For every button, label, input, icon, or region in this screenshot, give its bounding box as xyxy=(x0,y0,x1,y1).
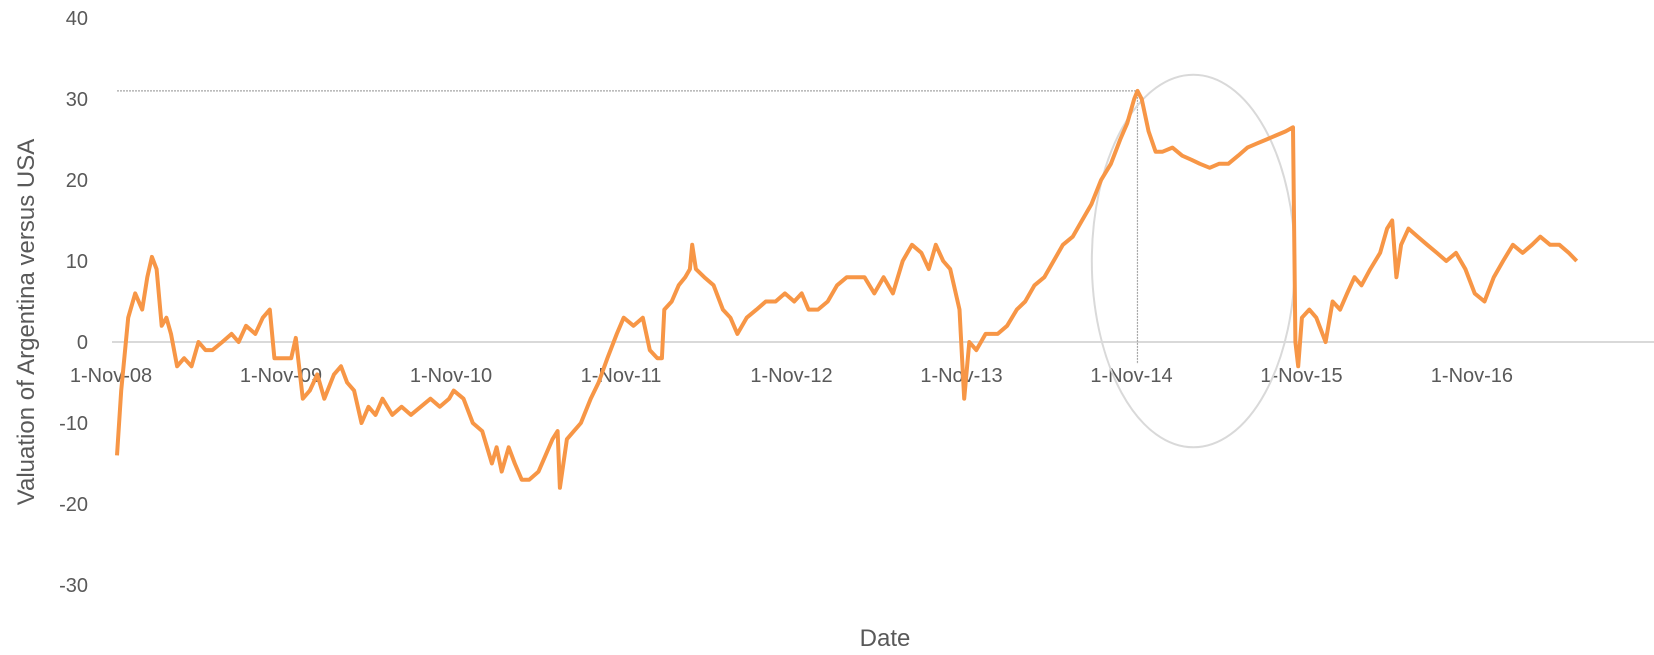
x-axis-title: Date xyxy=(860,625,911,652)
series-line xyxy=(115,88,1579,490)
x-tick-label: 1-Nov-11 xyxy=(581,365,662,387)
y-tick-label: 30 xyxy=(66,89,88,111)
y-tick-label: 0 xyxy=(77,332,88,354)
y-axis-title: Valuation of Argentina versus USA xyxy=(13,139,40,505)
x-tick-label: 1-Nov-10 xyxy=(410,365,492,387)
y-tick-labels: -30 -20 -10 0 10 20 30 40 xyxy=(59,8,88,597)
y-tick-label: 10 xyxy=(66,251,88,273)
y-tick-label: -10 xyxy=(59,413,88,435)
x-tick-label: 1-Nov-08 xyxy=(70,365,152,387)
x-tick-labels: 1-Nov-08 1-Nov-09 1-Nov-10 1-Nov-11 1-Nov-12… xyxy=(70,365,1513,387)
y-tick-label: 20 xyxy=(66,170,88,192)
x-tick-label: 1-Nov-09 xyxy=(240,365,322,387)
series-group xyxy=(115,88,1579,490)
y-tick-label: -30 xyxy=(59,575,88,597)
x-tick-label: 1-Nov-12 xyxy=(750,365,832,387)
x-tick-label: 1-Nov-16 xyxy=(1431,365,1513,387)
x-tick-label: 1-Nov-14 xyxy=(1090,365,1172,387)
x-tick-label: 1-Nov-15 xyxy=(1260,365,1342,387)
y-tick-label: -20 xyxy=(59,494,88,516)
y-tick-label: 40 xyxy=(66,8,88,30)
